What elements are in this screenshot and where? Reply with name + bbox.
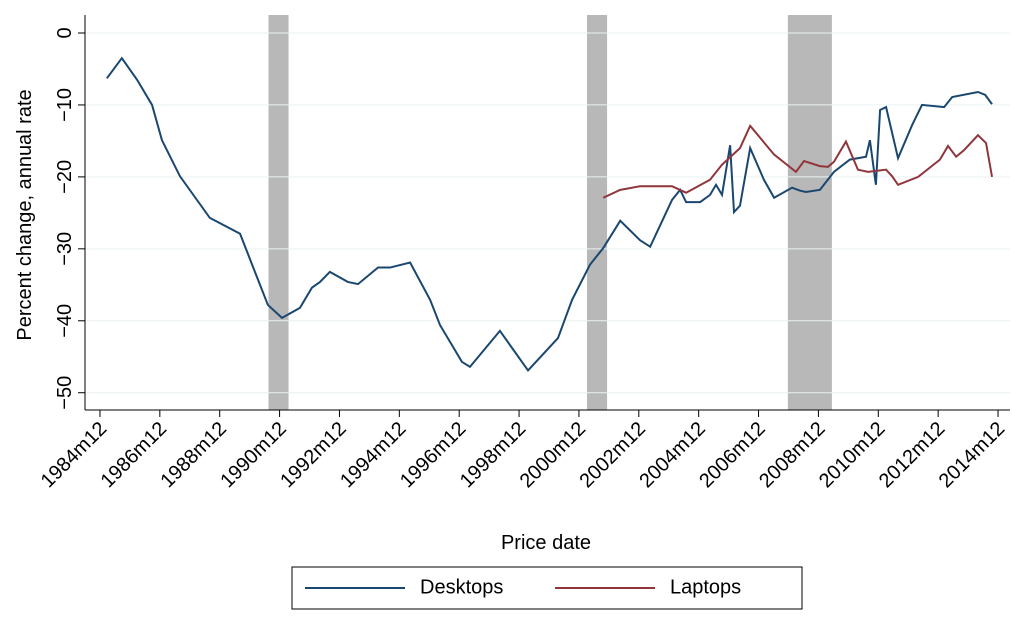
y-tick-label: 0 [54,27,76,38]
x-tick-label: 2014m12 [935,418,1010,493]
legend-label: Laptops [670,576,741,598]
series-line [602,123,994,199]
x-axis-title: Price date [501,532,591,554]
y-tick-label: −50 [54,376,76,410]
y-tick-label: −40 [54,304,76,338]
shaded-period [587,15,608,410]
shaded-period [268,15,289,410]
y-tick-label: −30 [54,232,76,266]
y-tick-label: −20 [54,160,76,194]
series-line [106,56,993,373]
y-axis-title: Percent change, annual rate [14,89,36,340]
y-tick-label: −10 [54,88,76,122]
legend-label: Desktops [420,576,503,598]
shaded-period [787,15,832,410]
